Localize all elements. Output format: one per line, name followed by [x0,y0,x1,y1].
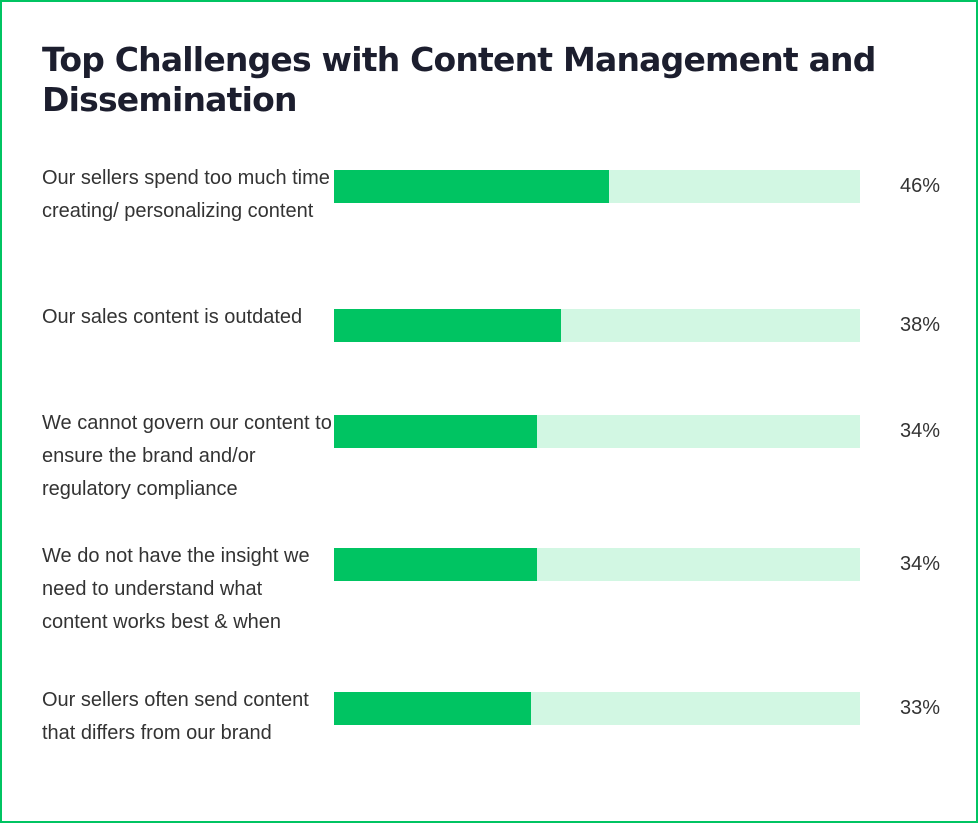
value-label-2: 38% [899,314,940,336]
value-label-1: 46% [899,175,940,197]
bar-track-1 [334,170,860,203]
bar-track-3 [334,415,860,448]
value-label-5: 33% [899,697,940,719]
bar-5 [334,692,532,725]
value-label-3: 34% [899,420,940,442]
bar-1 [334,170,609,203]
category-label-5: Our sellers often send content that diff… [42,689,309,744]
bar-track-2 [334,309,860,342]
bar-2 [334,309,562,342]
bar-3 [334,415,538,448]
category-label-3: We cannot govern our content to ensure t… [42,412,332,500]
chart-title: Top Challenges with Content Management a… [42,40,876,119]
category-label-1: Our sellers spend too much time creating… [42,167,330,222]
bar-track-5 [334,692,860,725]
category-label-2: Our sales content is outdated [42,306,303,328]
bar-4 [334,548,538,581]
value-label-4: 34% [899,553,940,575]
bar-track-4 [334,548,860,581]
category-label-4: We do not have the insight we need to un… [42,545,310,633]
